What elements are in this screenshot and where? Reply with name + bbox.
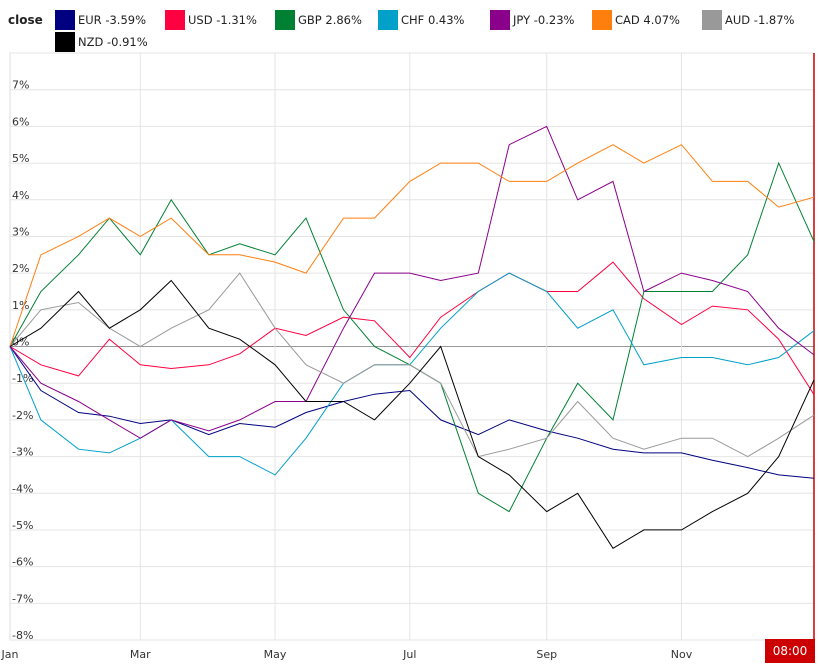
legend-label: CAD 4.07%	[615, 13, 680, 27]
y-tick-label: 4%	[12, 189, 29, 202]
y-tick-label: 2%	[12, 262, 29, 275]
legend-swatch	[165, 10, 185, 30]
legend-title: close	[8, 13, 43, 27]
legend-swatch	[55, 10, 75, 30]
legend-item-chf[interactable]: CHF 0.43%	[378, 10, 464, 30]
y-tick-label: -1%	[12, 372, 33, 385]
legend-swatch	[55, 32, 75, 52]
legend-swatch	[490, 10, 510, 30]
y-tick-label: -5%	[12, 519, 33, 532]
time-badge: 08:00	[765, 639, 815, 663]
x-tick-label: Jul	[402, 648, 416, 661]
legend-label: GBP 2.86%	[298, 13, 362, 27]
y-tick-label: 5%	[12, 152, 29, 165]
y-tick-label: 3%	[12, 225, 29, 238]
x-axis: Jan Mar May Jul Sep Nov	[1, 648, 693, 661]
grid	[9, 52, 815, 641]
series-line-usd	[9, 261, 815, 395]
legend-label: JPY -0.23%	[513, 13, 575, 27]
y-tick-label: -3%	[12, 446, 33, 459]
legend-label: CHF 0.43%	[401, 13, 465, 27]
x-tick-label: Sep	[536, 648, 557, 661]
x-tick-label: Nov	[671, 648, 693, 661]
legend-swatch	[702, 10, 722, 30]
y-tick-label: 7%	[12, 79, 29, 92]
legend-item-jpy[interactable]: JPY -0.23%	[490, 10, 574, 30]
legend-item-aud[interactable]: AUD -1.87%	[702, 10, 794, 30]
series-lines	[9, 125, 815, 549]
series-line-gbp	[9, 161, 815, 513]
series-line-nzd	[9, 279, 815, 549]
legend-label: AUD -1.87%	[725, 13, 795, 27]
series-line-aud	[9, 272, 815, 458]
series-line-cad	[9, 144, 815, 347]
x-tick-label: May	[264, 648, 287, 661]
legend-swatch	[275, 10, 295, 30]
y-tick-label: 6%	[12, 115, 29, 128]
legend-swatch	[592, 10, 612, 30]
y-tick-label: -6%	[12, 556, 33, 569]
legend-label: USD -1.31%	[188, 13, 257, 27]
y-tick-label: -7%	[12, 592, 33, 605]
series-line-chf	[9, 272, 815, 476]
x-tick-label: Mar	[130, 648, 151, 661]
series-line-jpy	[9, 125, 815, 439]
series-line-eur	[9, 346, 815, 479]
y-tick-label: 1%	[12, 299, 29, 312]
legend-item-usd[interactable]: USD -1.31%	[165, 10, 257, 30]
legend-item-cad[interactable]: CAD 4.07%	[592, 10, 680, 30]
legend-label: NZD -0.91%	[78, 35, 148, 49]
legend-item-eur[interactable]: EUR -3.59%	[55, 10, 146, 30]
y-tick-label: -4%	[12, 482, 33, 495]
legend: close EUR -3.59% USD -1.31% GBP 2.86% CHF 0…	[0, 0, 818, 52]
legend-label: EUR -3.59%	[78, 13, 147, 27]
y-axis: 7%6%5%4%3%2%1%0%-1%-2%-3%-4%-5%-6%-7%-8%	[12, 79, 33, 642]
y-tick-label: -2%	[12, 409, 33, 422]
x-tick-label: Jan	[1, 648, 19, 661]
legend-item-gbp[interactable]: GBP 2.86%	[275, 10, 362, 30]
y-tick-label: -8%	[12, 629, 33, 642]
legend-item-nzd[interactable]: NZD -0.91%	[55, 32, 148, 52]
legend-swatch	[378, 10, 398, 30]
